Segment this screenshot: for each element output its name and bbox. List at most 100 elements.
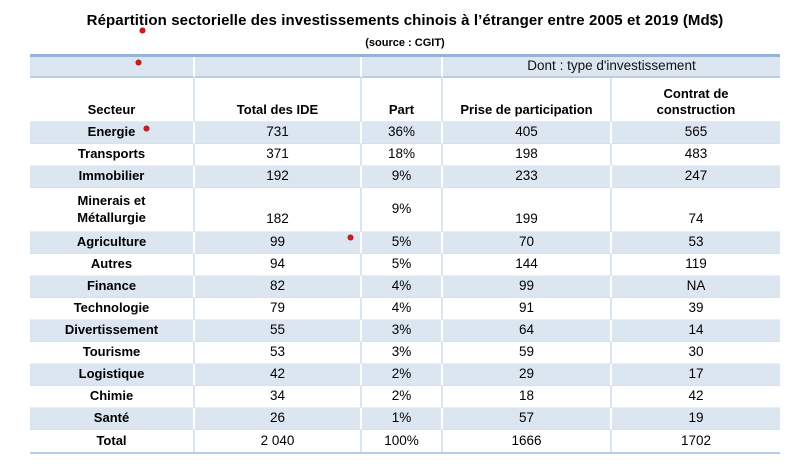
column-header-part: Part [362, 78, 443, 122]
sector-cell: Immobilier [30, 166, 195, 188]
value-cell: 1702 [612, 430, 781, 452]
value-cell: 18 [443, 386, 612, 408]
table-row: Chimie 34 2% 18 42 [30, 386, 781, 408]
value-cell: 9% [362, 166, 443, 188]
value-cell: 5% [362, 254, 443, 276]
value-cell: 53 [195, 342, 362, 364]
band-empty-cell [195, 57, 362, 78]
band-row: Dont : type d'investissement [30, 57, 781, 78]
sector-cell: Logistique [30, 364, 195, 386]
column-header-secteur: Secteur [30, 78, 195, 122]
red-dot-annotation [139, 27, 145, 33]
value-cell: NA [612, 276, 781, 298]
value-cell: 182 [195, 188, 362, 232]
table-row: Transports 371 18% 198 483 [30, 144, 781, 166]
table-row: Tourisme 53 3% 59 30 [30, 342, 781, 364]
value-cell: 198 [443, 144, 612, 166]
value-cell: 4% [362, 298, 443, 320]
value-cell: 405 [443, 122, 612, 144]
page-title: Répartition sectorielle des investisseme… [86, 12, 724, 29]
value-cell: 94 [195, 254, 362, 276]
value-cell: 91 [443, 298, 612, 320]
value-cell: 99 [443, 276, 612, 298]
value-cell: 565 [612, 122, 781, 144]
sector-cell: Technologie [30, 298, 195, 320]
value-cell: 119 [612, 254, 781, 276]
sector-cell: Minerais et Métallurgie [30, 188, 195, 232]
value-cell: 36% [362, 122, 443, 144]
value-cell: 53 [612, 232, 781, 254]
table-row: Divertissement 55 3% 64 14 [30, 320, 781, 342]
value-cell: 371 [195, 144, 362, 166]
value-cell: 99 [195, 232, 362, 254]
value-cell: 55 [195, 320, 362, 342]
table-row: Immobilier 192 9% 233 247 [30, 166, 781, 188]
value-cell: 1666 [443, 430, 612, 452]
value-cell: 2 040 [195, 430, 362, 452]
red-dot-annotation [143, 125, 149, 131]
column-header-prise-participation: Prise de participation [443, 78, 612, 122]
value-cell: 59 [443, 342, 612, 364]
band-empty-cell [362, 57, 443, 78]
value-cell: 57 [443, 408, 612, 430]
value-cell: 39 [612, 298, 781, 320]
value-cell: 34 [195, 386, 362, 408]
sector-cell: Santé [30, 408, 195, 430]
value-cell: 100% [362, 430, 443, 452]
value-cell: 4% [362, 276, 443, 298]
value-cell: 30 [612, 342, 781, 364]
table-row: Finance 82 4% 99 NA [30, 276, 781, 298]
value-cell: 5% [362, 232, 443, 254]
value-cell: 82 [195, 276, 362, 298]
value-cell: 9% [362, 188, 443, 232]
sector-cell: Transports [30, 144, 195, 166]
value-cell: 247 [612, 166, 781, 188]
table-row: Minerais et Métallurgie 182 9% 199 74 [30, 188, 781, 232]
value-cell: 2% [362, 364, 443, 386]
sector-cell: Energie [30, 122, 195, 144]
sector-cell: Finance [30, 276, 195, 298]
sector-cell: Chimie [30, 386, 195, 408]
data-table: Dont : type d'investissement Secteur Tot… [30, 54, 781, 454]
table-row: Autres 94 5% 144 119 [30, 254, 781, 276]
table-row: Logistique 42 2% 29 17 [30, 364, 781, 386]
red-dot-annotation [135, 59, 141, 65]
band-label: Dont : type d'investissement [443, 57, 781, 78]
value-cell: 3% [362, 342, 443, 364]
table-row: Technologie 79 4% 91 39 [30, 298, 781, 320]
value-cell: 70 [443, 232, 612, 254]
value-cell: 731 [195, 122, 362, 144]
band-empty-cell [30, 57, 195, 78]
table-row: Agriculture 99 5% 70 53 [30, 232, 781, 254]
value-cell: 483 [612, 144, 781, 166]
red-dot-annotation [347, 234, 353, 240]
table-row: Santé 26 1% 57 19 [30, 408, 781, 430]
sector-cell: Total [30, 430, 195, 452]
table-row: Total 2 040 100% 1666 1702 [30, 430, 781, 452]
sector-cell: Agriculture [30, 232, 195, 254]
header-row: Secteur Total des IDE Part Prise de part… [30, 78, 781, 122]
value-cell: 233 [443, 166, 612, 188]
sector-cell: Tourisme [30, 342, 195, 364]
value-cell: 199 [443, 188, 612, 232]
sector-cell: Autres [30, 254, 195, 276]
value-cell: 79 [195, 298, 362, 320]
value-cell: 18% [362, 144, 443, 166]
value-cell: 42 [195, 364, 362, 386]
value-cell: 42 [612, 386, 781, 408]
value-cell: 3% [362, 320, 443, 342]
value-cell: 26 [195, 408, 362, 430]
table-body: Dont : type d'investissement Secteur Tot… [30, 57, 781, 452]
value-cell: 74 [612, 188, 781, 232]
value-cell: 14 [612, 320, 781, 342]
table-row: Energie 731 36% 405 565 [30, 122, 781, 144]
value-cell: 29 [443, 364, 612, 386]
value-cell: 144 [443, 254, 612, 276]
value-cell: 2% [362, 386, 443, 408]
value-cell: 17 [612, 364, 781, 386]
value-cell: 192 [195, 166, 362, 188]
column-header-total-ide: Total des IDE [195, 78, 362, 122]
column-header-contrat-construction: Contrat de construction [612, 78, 781, 122]
sector-cell: Divertissement [30, 320, 195, 342]
